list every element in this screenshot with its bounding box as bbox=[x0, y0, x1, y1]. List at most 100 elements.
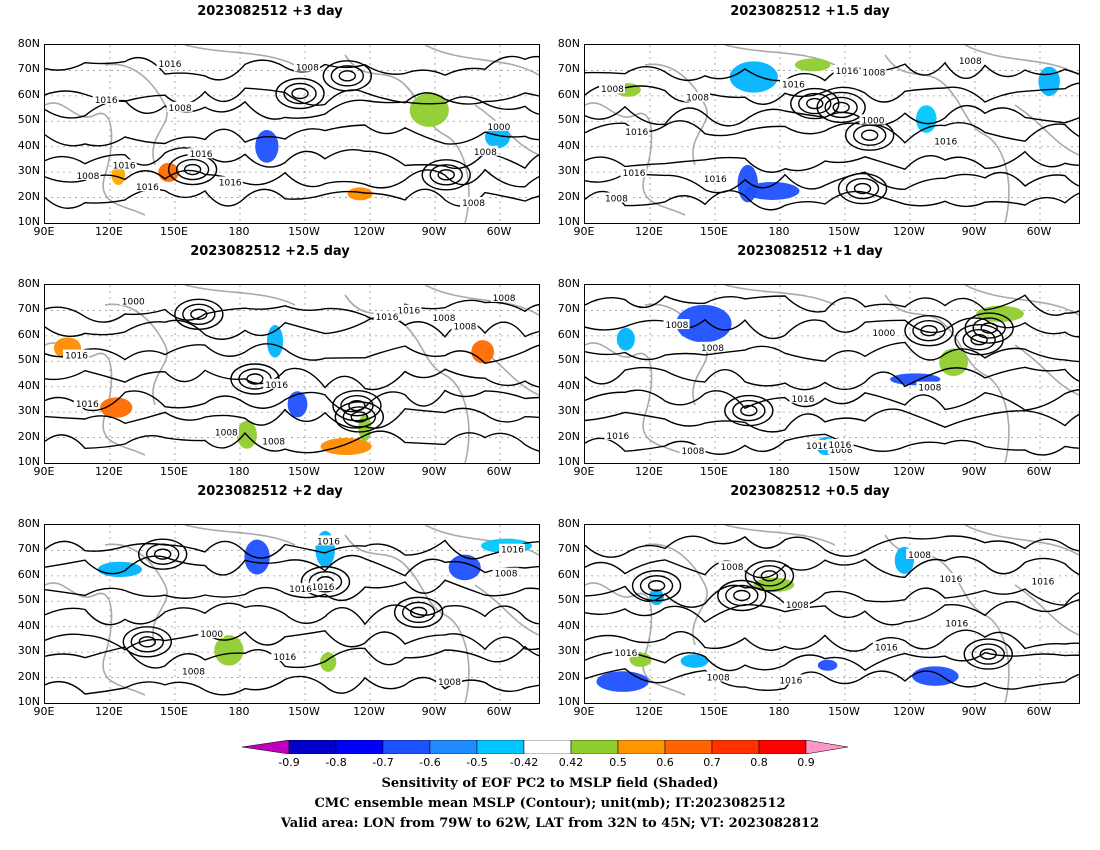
lat-tick-label: 80N bbox=[557, 37, 580, 50]
pressure-contour bbox=[585, 389, 1079, 411]
contour-label-bg bbox=[932, 135, 959, 146]
pressure-contour-closed bbox=[860, 129, 879, 141]
map-area: 1008 1016 1016 1016 1008 1000 1016 1016 1008 bbox=[44, 524, 540, 704]
sensitivity-shade bbox=[255, 130, 279, 163]
contour-label-bg bbox=[212, 426, 239, 437]
pressure-contour-closed bbox=[332, 389, 382, 422]
lat-tick-label: 40N bbox=[17, 618, 40, 632]
contour-label-bg bbox=[870, 327, 897, 338]
colorbar-tick-label: -0.5 bbox=[466, 756, 488, 769]
sensitivity-shade bbox=[484, 125, 511, 149]
lat-tick-label: 50N bbox=[17, 353, 40, 367]
sensitivity-shade bbox=[729, 61, 778, 93]
map-svg: 1008 1016 1016 1016 1008 1016 1008 1000 1008 1016… bbox=[585, 45, 1079, 223]
lon-tick-label: 90W bbox=[421, 225, 447, 238]
contour-label-bg bbox=[612, 646, 639, 657]
contour-label-bg bbox=[684, 91, 711, 102]
contour-label: 1016 bbox=[623, 169, 646, 179]
lat-tick-label: 80N bbox=[557, 517, 580, 530]
lon-tick-label: 120W bbox=[893, 225, 925, 238]
pressure-contour-closed bbox=[852, 124, 887, 146]
contour-label: 1016 bbox=[376, 313, 399, 323]
contour-label: 1008 bbox=[721, 563, 744, 573]
lat-tick-label: 40N bbox=[557, 138, 580, 152]
contour-label: 1016 bbox=[317, 537, 340, 547]
pressure-contour-closed bbox=[744, 560, 795, 592]
contour-label: 1008 bbox=[462, 199, 485, 209]
lat-tick-label: 10N bbox=[557, 215, 580, 228]
contour-label: 1016 bbox=[779, 676, 802, 686]
pressure-contour-closed bbox=[832, 101, 850, 114]
lon-tick-label: 180 bbox=[768, 705, 790, 718]
lon-tick-label: 60W bbox=[1026, 465, 1052, 478]
pressure-contour-closed bbox=[837, 172, 888, 205]
pressure-contour-closed bbox=[393, 596, 444, 629]
lon-tick-label: 150E bbox=[700, 225, 728, 238]
contour-label-bg bbox=[73, 397, 100, 408]
pressure-contour bbox=[45, 315, 539, 340]
contour-label: 1016 bbox=[606, 432, 629, 442]
contour-label: 1000 bbox=[862, 116, 885, 126]
contour-label: 1016 bbox=[782, 81, 805, 91]
contour-label-bg bbox=[803, 439, 830, 450]
contour-label: 1000 bbox=[872, 329, 895, 339]
lat-tick-label: 70N bbox=[557, 542, 580, 556]
contour-label: 1016 bbox=[1031, 578, 1054, 588]
lon-tick-label: 150W bbox=[828, 225, 860, 238]
colorbar-segment bbox=[335, 740, 384, 754]
lat-tick-label: 40N bbox=[17, 138, 40, 152]
contour-label: 1008 bbox=[601, 85, 624, 95]
lat-tick-label: 10N bbox=[557, 695, 580, 708]
contour-label-bg bbox=[498, 543, 525, 554]
panel-title: 2023082512 +2.5 day bbox=[190, 244, 350, 259]
pressure-contour-closed bbox=[334, 401, 385, 433]
sensitivity-shade bbox=[680, 654, 709, 668]
contour-label: 1008 bbox=[262, 438, 285, 448]
contour-label: 1016 bbox=[76, 400, 99, 410]
contour-label-bg bbox=[779, 78, 806, 89]
sensitivity-shade bbox=[448, 554, 481, 581]
pressure-contour-closed bbox=[308, 571, 343, 593]
colorbar-segment bbox=[570, 740, 619, 754]
contour-label: 1008 bbox=[908, 551, 931, 561]
contour-label: 1008 bbox=[830, 446, 853, 456]
contour-label-bg bbox=[827, 444, 854, 455]
contour-label-bg bbox=[833, 65, 860, 76]
lat-tick-label: 50N bbox=[557, 113, 580, 127]
pressure-contour-closed bbox=[340, 394, 374, 417]
pressure-contour-closed bbox=[322, 60, 373, 92]
lon-tick-label: 180 bbox=[228, 705, 250, 718]
coastline bbox=[424, 45, 539, 76]
colorbar-tick-label: 0.42 bbox=[558, 756, 584, 769]
lon-tick-label: 90W bbox=[961, 465, 987, 478]
coastline bbox=[964, 525, 1079, 556]
lon-tick-label: 120E bbox=[635, 465, 663, 478]
pressure-contour bbox=[45, 55, 539, 81]
colorbar-tick-label: 0.8 bbox=[750, 756, 768, 769]
pressure-contour-closed bbox=[153, 548, 172, 560]
contour-label-bg bbox=[602, 192, 629, 203]
lon-tick-label: 60W bbox=[1026, 705, 1052, 718]
pressure-contour-closed bbox=[291, 87, 309, 100]
lon-tick-label: 90W bbox=[961, 225, 987, 238]
lat-tick-label: 40N bbox=[17, 378, 40, 392]
pressure-contour-closed bbox=[275, 77, 325, 110]
contour-label: 1008 bbox=[605, 195, 628, 205]
lon-tick-label: 90W bbox=[961, 705, 987, 718]
pressure-contour-closed bbox=[717, 579, 767, 612]
contour-label: 1008 bbox=[863, 68, 886, 78]
caption-line-3: Valid area: LON from 79W to 62W, LAT fro… bbox=[280, 816, 820, 831]
contour-label: 1008 bbox=[493, 294, 516, 304]
pressure-contour bbox=[585, 556, 1079, 579]
pressure-contour-closed bbox=[409, 606, 428, 619]
lon-tick-label: 90E bbox=[33, 705, 55, 718]
lat-tick-label: 30N bbox=[557, 404, 580, 418]
panel-plus-2-5-day: 2023082512 +2.5 day 1016 1008 1016 1016 1008… bbox=[0, 244, 540, 478]
coastline bbox=[104, 303, 168, 406]
coastline bbox=[1014, 104, 1079, 156]
map-svg: 1016 1008 1016 1016 1008 1016 1008 1016 1008 1016 bbox=[585, 525, 1079, 703]
panel-title: 2023082512 +3 day bbox=[197, 4, 343, 19]
contour-label: 1016 bbox=[190, 150, 213, 160]
sensitivity-shade bbox=[409, 93, 449, 127]
panel-plus-3-day: 2023082512 +3 day 1008 1016 1016 1016 1008 10… bbox=[0, 4, 540, 238]
